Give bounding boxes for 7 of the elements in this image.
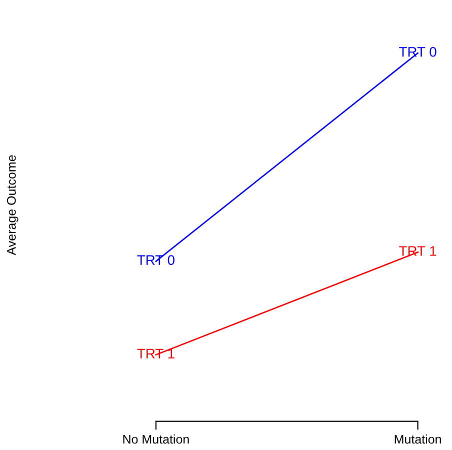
- x-tick-label: Mutation: [394, 434, 441, 444]
- series-label: TRT 0: [137, 255, 174, 265]
- x-tick-label: No Mutation: [123, 434, 189, 444]
- text: TRT 0: [399, 46, 436, 57]
- text: TRT 1: [399, 246, 436, 256]
- y-axis-title: Average Outcome: [6, 155, 18, 256]
- series-label: TRT 1: [137, 348, 174, 358]
